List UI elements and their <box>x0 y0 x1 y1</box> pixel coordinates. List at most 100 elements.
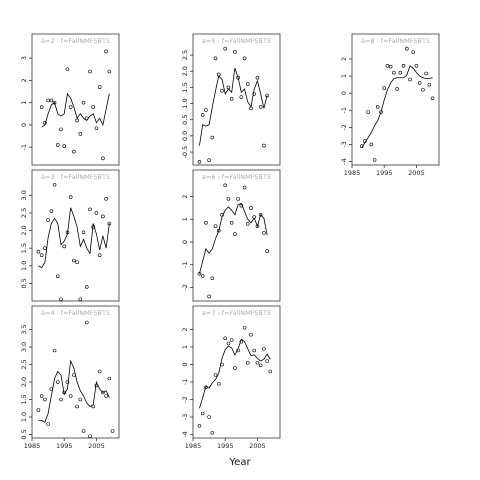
fitted-line <box>41 92 110 128</box>
data-point <box>213 56 218 61</box>
fitted-line <box>199 338 271 409</box>
data-point <box>49 209 54 213</box>
data-point <box>359 144 364 148</box>
data-point <box>36 408 41 412</box>
data-point <box>107 221 112 226</box>
y-tick-label: 2 <box>20 78 28 82</box>
y-tick-label: 3.0 <box>20 190 28 200</box>
data-point <box>101 390 105 395</box>
x-tick-label: 1995 <box>217 442 234 450</box>
data-point <box>239 203 244 208</box>
panel-frame <box>31 33 120 166</box>
data-point <box>249 106 253 111</box>
data-point <box>252 92 257 96</box>
data-point <box>242 185 247 190</box>
data-point <box>39 394 44 398</box>
data-point <box>59 297 63 302</box>
data-point <box>72 149 76 154</box>
x-tick-label: 1985 <box>344 169 361 177</box>
y-tick-label: 0.5 <box>20 429 28 439</box>
data-point <box>62 144 67 148</box>
fitted-line <box>199 67 268 146</box>
data-point <box>220 88 224 93</box>
data-point <box>392 70 396 75</box>
data-point <box>255 360 260 365</box>
data-point <box>233 366 237 370</box>
y-tick-label: 2 <box>340 57 348 61</box>
data-point <box>200 411 205 416</box>
data-point <box>414 64 419 68</box>
data-point <box>245 222 250 226</box>
y-tick-label: 0 <box>20 123 28 127</box>
data-point <box>223 183 228 188</box>
data-point <box>59 127 63 132</box>
data-point <box>91 404 96 409</box>
panel-frame <box>192 33 281 166</box>
y-tick-label: 1.0 <box>20 261 28 271</box>
data-point <box>207 294 211 299</box>
data-point <box>401 64 406 68</box>
data-point <box>216 381 221 386</box>
x-tick-label: 2005 <box>249 442 266 450</box>
data-point <box>210 135 215 140</box>
data-point <box>207 415 211 419</box>
y-tick-label: 1.5 <box>181 82 189 92</box>
data-point <box>252 215 257 219</box>
y-tick-label: 0.0 <box>181 131 189 141</box>
y-tick-label: -1 <box>181 261 189 267</box>
data-point <box>65 230 70 235</box>
data-point <box>265 93 269 98</box>
data-point <box>88 69 92 74</box>
data-point <box>249 206 253 210</box>
data-point <box>91 105 96 109</box>
y-tick-label: 2.0 <box>20 377 28 387</box>
y-tick-label: -4 <box>181 431 189 437</box>
y-tick-label: 2 <box>181 327 189 331</box>
data-point <box>242 56 247 61</box>
x-tick-label: 1985 <box>185 442 202 450</box>
panel-strip-label: a=6 : f=FallNMFSBTS <box>202 173 271 181</box>
data-point <box>417 81 422 85</box>
data-point <box>210 430 215 435</box>
y-tick-label: -3 <box>340 141 348 147</box>
x-tick-label: 1995 <box>56 442 73 450</box>
data-point <box>88 207 92 212</box>
data-point <box>229 96 234 101</box>
y-tick-label: 0 <box>340 91 348 95</box>
data-point <box>204 108 208 112</box>
data-point <box>379 110 383 114</box>
data-point <box>216 72 221 77</box>
data-point <box>94 383 99 388</box>
y-tick-label: 1.5 <box>20 394 28 404</box>
y-tick-label: 3.5 <box>20 324 28 334</box>
x-axis-title-box: Year <box>0 457 480 468</box>
panel-frame <box>351 33 440 166</box>
data-point <box>204 220 208 225</box>
data-point <box>52 100 57 105</box>
data-point <box>258 212 263 217</box>
data-point <box>101 214 105 219</box>
data-point <box>382 86 387 90</box>
data-point <box>223 46 228 51</box>
data-point <box>229 338 234 342</box>
data-point <box>229 220 234 225</box>
data-point <box>369 142 374 147</box>
data-point <box>43 246 47 250</box>
data-point <box>84 320 89 325</box>
data-point <box>46 218 50 222</box>
data-point <box>424 71 428 76</box>
data-point <box>81 429 86 433</box>
panel-frame <box>31 169 120 302</box>
data-point <box>72 373 76 377</box>
data-point <box>62 390 67 395</box>
panel-frame <box>192 305 281 439</box>
data-point <box>52 182 57 187</box>
data-point <box>72 258 76 263</box>
data-point <box>84 116 89 121</box>
panel-middle-middle: a=6 : f=FallNMFSBTS -2 -1 0 1 2 <box>181 169 281 302</box>
x-tick-label: 1985 <box>24 442 41 450</box>
data-point <box>84 285 89 289</box>
data-point <box>233 232 237 236</box>
panel-strip-label: a=7 : f=FallNMFSBTS <box>202 309 271 317</box>
